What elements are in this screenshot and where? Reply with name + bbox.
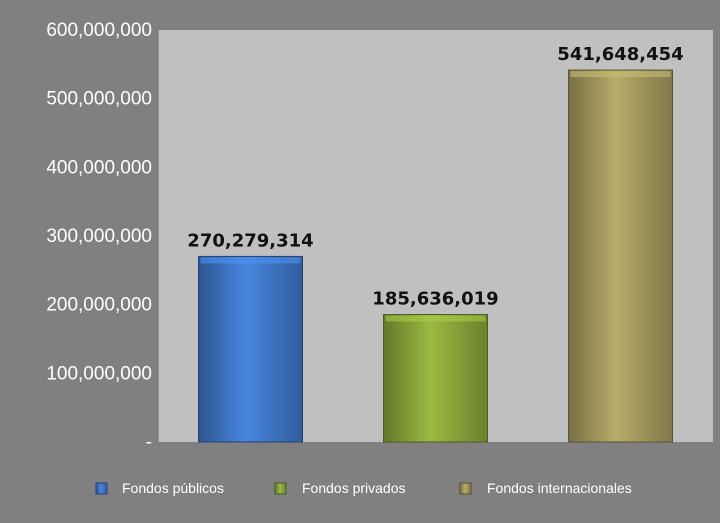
data-label: 541,648,454 — [557, 44, 683, 65]
legend-swatch — [274, 482, 287, 495]
legend-swatch — [95, 482, 108, 495]
bar — [198, 255, 303, 443]
y-tick-label: 500,000,000 — [46, 89, 152, 110]
legend-label: Fondos privados — [302, 480, 406, 496]
bar-highlight — [200, 257, 301, 264]
y-axis: - 100,000,000 200,000,000 300,000,000 400,00… — [46, 20, 152, 453]
bar-highlight — [570, 71, 671, 78]
data-label: 185,636,019 — [372, 289, 498, 310]
y-tick-label: 600,000,000 — [46, 20, 152, 41]
y-tick-label: 100,000,000 — [46, 363, 152, 384]
legend-label: Fondos internacionales — [487, 480, 632, 496]
bar-highlight — [385, 315, 486, 322]
y-tick-label: 200,000,000 — [46, 295, 152, 316]
bar — [383, 314, 488, 443]
bar — [568, 69, 673, 443]
y-tick-label: - — [146, 432, 152, 453]
data-labels: 270,279,314 185,636,019 541,648,454 — [187, 44, 683, 309]
legend-swatch — [459, 482, 472, 495]
data-label: 270,279,314 — [187, 230, 313, 251]
legend: Fondos públicos Fondos privados Fondos int… — [95, 480, 632, 496]
legend-label: Fondos públicos — [122, 480, 224, 496]
y-tick-label: 400,000,000 — [46, 157, 152, 178]
y-tick-label: 300,000,000 — [46, 226, 152, 247]
bars — [198, 69, 673, 443]
